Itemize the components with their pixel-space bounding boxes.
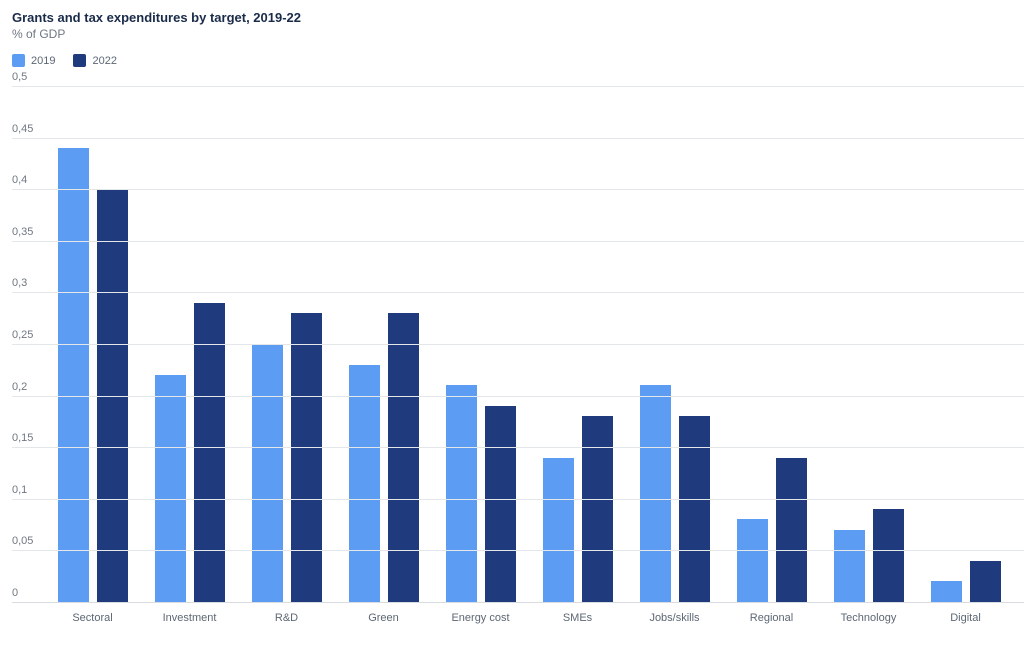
bar-group: [917, 86, 1014, 602]
y-tick-label: 0: [12, 587, 19, 599]
bar-groups: [44, 86, 1014, 602]
bar-2019-energy-cost: [445, 385, 477, 602]
bar-group: [723, 86, 820, 602]
x-axis-label: Investment: [162, 612, 217, 624]
x-axis-label: Energy cost: [451, 612, 510, 624]
legend-label: 2022: [92, 54, 117, 67]
legend-swatch-2019: [12, 54, 25, 67]
chart-title: Grants and tax expenditures by target, 2…: [12, 10, 301, 25]
bar-2022-technology: [872, 509, 904, 602]
x-axis-label: Technology: [840, 612, 897, 624]
bar-2022-regional: [775, 457, 807, 602]
bar-2022-digital: [969, 560, 1001, 602]
legend-label: 2019: [31, 54, 56, 67]
gridline: [12, 550, 1024, 552]
bar-2019-investment: [154, 374, 186, 602]
x-axis-label: SMEs: [562, 612, 593, 624]
y-tick-label: 0,3: [12, 277, 28, 290]
bar-group: [238, 86, 335, 602]
y-tick-label: 0,25: [12, 329, 34, 341]
y-tick-label: 0,45: [12, 122, 34, 135]
bar-2019-jobs-skills: [639, 385, 671, 602]
gridline: [12, 344, 1024, 345]
legend-item-2019[interactable]: 2019: [12, 54, 55, 67]
x-axis: Sectoral Investment R&D Green Energy cost SME…: [44, 612, 1014, 624]
x-axis-label: Green: [368, 612, 399, 624]
x-axis-label: Regional: [749, 612, 794, 624]
y-tick-label: 0,35: [12, 225, 34, 238]
bar-2022-energy-cost: [484, 405, 516, 602]
legend-item-2022[interactable]: 2022: [73, 54, 117, 67]
plot-area: 0 0,05 0,1 0,15 0,2 0,25 0,3 0,35 0,4 0,45 0,5: [12, 71, 1024, 603]
bar-group: [335, 86, 432, 602]
bar-group: [141, 86, 238, 602]
x-axis-label: Digital: [950, 612, 981, 624]
bar-2019-green: [348, 364, 380, 602]
bar-2022-smes: [581, 416, 613, 602]
x-axis-label: R&D: [274, 612, 299, 624]
gridline: [12, 498, 1024, 500]
gridline: [12, 86, 1024, 87]
gridline: [12, 240, 1024, 242]
bar-2019-regional: [736, 519, 768, 602]
chart-subtitle: % of GDP: [12, 27, 66, 41]
y-tick-label: 0,1: [12, 483, 28, 496]
bar-group: [432, 86, 529, 602]
y-tick-label: 0,5: [12, 71, 28, 83]
bar-2019-r-d: [251, 344, 283, 602]
gridline: [12, 137, 1024, 139]
bar-2022-green: [387, 313, 419, 602]
bar-2019-sectoral: [57, 147, 89, 602]
gridline: [12, 292, 1024, 294]
legend-swatch-2022: [73, 54, 87, 67]
legend: 2019 2022: [12, 54, 117, 67]
gridline: [12, 395, 1024, 397]
y-tick-label: 0,05: [12, 535, 34, 548]
bar-2019-technology: [833, 529, 865, 602]
bar-2019-smes: [542, 457, 574, 602]
bar-group: [820, 86, 917, 602]
x-axis-label: Sectoral: [72, 612, 113, 624]
gridline: [12, 602, 1024, 603]
bar-2019-digital: [930, 581, 962, 602]
gridline: [12, 189, 1024, 191]
bar-2022-investment: [193, 302, 225, 602]
y-tick-label: 0,15: [12, 432, 34, 445]
y-tick-label: 0,2: [12, 380, 28, 393]
bar-2022-r-d: [290, 313, 322, 602]
y-tick-label: 0,4: [12, 174, 28, 187]
bar-2022-jobs-skills: [678, 416, 710, 602]
x-axis-label: Jobs/skills: [649, 612, 700, 624]
gridline: [12, 447, 1024, 449]
